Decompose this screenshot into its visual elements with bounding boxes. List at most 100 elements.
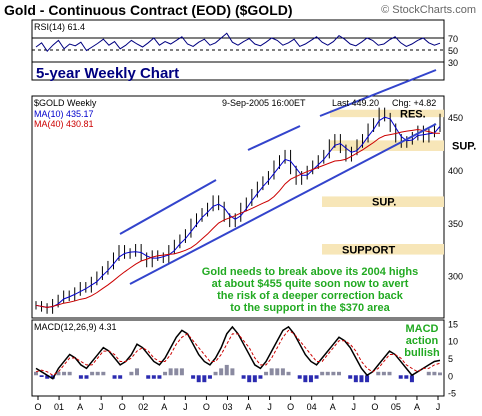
price-tick-label: 400: [448, 166, 463, 176]
macd-histogram-bar: [314, 375, 319, 379]
rsi-tick-label: 50: [448, 46, 458, 56]
chart-subtitle: 5-year Weekly Chart: [36, 65, 179, 82]
macd-histogram-bar: [275, 368, 280, 376]
macd-histogram-bar: [174, 368, 179, 376]
macd-histogram-bar: [90, 371, 95, 376]
macd-histogram-bar: [168, 368, 173, 376]
macd-histogram-bar: [62, 371, 67, 376]
macd-histogram-bar: [308, 375, 313, 383]
macd-histogram-bar: [45, 375, 50, 379]
macd-histogram-bar: [95, 371, 100, 376]
macd-histogram-bar: [269, 368, 274, 376]
x-tick-label: 01: [54, 402, 64, 412]
x-tick-label: A: [77, 402, 83, 412]
macd-histogram-bar: [398, 375, 403, 379]
price-annotation: the risk of a deeper correction back: [217, 290, 404, 302]
macd-histogram-bar: [67, 371, 72, 376]
macd-tick-label: 0: [448, 371, 453, 381]
macd-histogram-bar: [320, 371, 325, 376]
macd-histogram-bar: [56, 371, 61, 376]
macd-histogram-bar: [348, 375, 353, 379]
macd-tick-label: 10: [448, 337, 458, 347]
price-last-label: Last 449.20: [332, 98, 379, 108]
macd-histogram-bar: [432, 371, 437, 376]
zone-label: RES.: [400, 108, 426, 120]
x-tick-label: J: [267, 402, 272, 412]
x-tick-label: A: [414, 402, 420, 412]
macd-annotation: bullish: [404, 347, 440, 359]
macd-annotation: action: [406, 335, 439, 347]
macd-histogram-bar: [438, 372, 442, 376]
macd-histogram-bar: [179, 368, 184, 376]
macd-histogram-bar: [202, 375, 207, 383]
price-tick-label: 300: [448, 272, 463, 282]
x-tick-label: A: [246, 402, 252, 412]
zone-label: SUPPORT: [342, 244, 395, 256]
macd-histogram-bar: [207, 375, 212, 379]
trendline-upper-segment: [319, 69, 437, 117]
macd-histogram-bar: [387, 371, 392, 376]
chart-title: Gold - Continuous Contract (EOD) ($GOLD): [4, 2, 293, 18]
macd-histogram-bar: [331, 371, 336, 376]
price-annotation: to the support in the $370 area: [230, 302, 390, 314]
ma10-line: [35, 116, 441, 308]
x-tick-label: A: [330, 402, 336, 412]
macd-histogram-bar: [112, 375, 117, 379]
price-zone: [330, 140, 444, 151]
macd-histogram-bar: [426, 371, 431, 376]
macd-histogram-bar: [146, 375, 151, 379]
macd-tick-label: 15: [448, 319, 458, 329]
zone-label: SUP.: [372, 197, 396, 209]
x-tick-label: O: [119, 402, 126, 412]
rsi-line: [35, 32, 441, 53]
ma40-line: [35, 129, 441, 308]
x-tick-label: J: [99, 402, 104, 412]
macd-histogram-bar: [241, 375, 246, 379]
x-tick-label: J: [183, 402, 188, 412]
macd-histogram-bar: [365, 375, 370, 383]
rsi-tick-label: 30: [448, 58, 458, 68]
macd-histogram-bar: [101, 371, 106, 376]
macd-histogram-bar: [163, 371, 168, 376]
macd-histogram-bar: [191, 375, 196, 379]
macd-histogram-bar: [252, 375, 257, 383]
macd-histogram-bar: [404, 375, 409, 379]
price-date-label: 9-Sep-2005 16:00ET: [222, 98, 306, 108]
macd-histogram-bar: [84, 375, 89, 379]
macd-histogram-bar: [297, 375, 302, 379]
macd-histogram-bar: [157, 375, 162, 379]
macd-annotation: MACD: [406, 323, 439, 335]
price-zone: [322, 244, 444, 255]
macd-histogram-bar: [129, 371, 134, 376]
macd-histogram-bar: [337, 371, 341, 376]
x-tick-label: J: [352, 402, 357, 412]
macd-histogram-bar: [34, 371, 38, 376]
macd-histogram-bar: [247, 375, 252, 383]
macd-histogram-bar: [151, 375, 156, 379]
x-tick-label: A: [161, 402, 167, 412]
price-change-label: Chg: +4.82: [392, 98, 436, 108]
macd-histogram-bar: [213, 371, 218, 376]
macd-histogram-bar: [230, 368, 235, 376]
trendline-lower: [129, 123, 437, 285]
macd-histogram-bar: [135, 368, 139, 376]
macd-histogram-bar: [50, 375, 55, 379]
macd-label: MACD(12,26,9) 4.31: [34, 322, 117, 332]
x-tick-label: 04: [307, 402, 317, 412]
macd-histogram-bar: [258, 375, 263, 379]
x-tick-label: J: [436, 402, 441, 412]
ma10-legend: MA(10) 435.17: [34, 109, 94, 119]
rsi-label: RSI(14) 61.4: [34, 22, 85, 32]
macd-histogram-bar: [303, 375, 308, 383]
macd-histogram-bar: [118, 375, 123, 379]
macd-histogram-bar: [376, 371, 381, 376]
copyright-label: © StockCharts.com: [381, 4, 476, 16]
macd-histogram-bar: [359, 375, 364, 383]
macd-histogram-bar: [78, 375, 83, 379]
macd-histogram-bar: [325, 371, 330, 376]
x-tick-label: O: [203, 402, 210, 412]
macd-histogram-bar: [280, 368, 285, 376]
macd-histogram-bar: [353, 375, 358, 383]
